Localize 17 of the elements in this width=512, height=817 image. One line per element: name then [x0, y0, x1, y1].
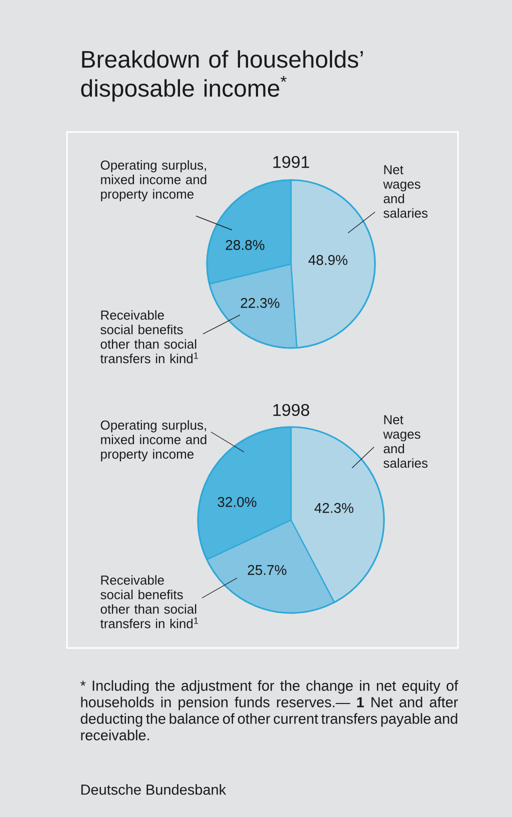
chart-title: 1998: [273, 404, 310, 416]
text: * Including the adjustment for the change in net equity of households in pension funds reserves.— 1 Net and after deducting the balance of other current transfers payable and receivable.: [80, 680, 458, 740]
slice-label: Operating surplus, mixed income and property income: [100, 160, 206, 202]
slice-label: Net wages and salaries: [383, 415, 428, 468]
data-label: 42.3%: [314, 503, 354, 513]
chart-subtitle: 1991: [273, 156, 310, 168]
data-label: 28.8%: [226, 240, 264, 250]
text: Deutsche Bundesbank: [81, 784, 226, 795]
chart-title: Breakdown of households’ disposable income$^{*}$: [81, 50, 363, 102]
slice-label: Receivable social benefits other than social transfers in kind$^{1}$: [100, 310, 198, 364]
slice-label: Operating surplus, mixed income and property income: [100, 420, 206, 462]
data-label: 48.9%: [308, 255, 348, 265]
slice-label: Net wages and salaries: [383, 165, 428, 218]
data-label: 22.3%: [240, 298, 280, 308]
slice-label: Receivable social benefits other than social transfers in kind$^{1}$: [100, 575, 198, 628]
data-label: 25.7%: [248, 565, 286, 575]
data-label: 32.0%: [218, 497, 256, 507]
